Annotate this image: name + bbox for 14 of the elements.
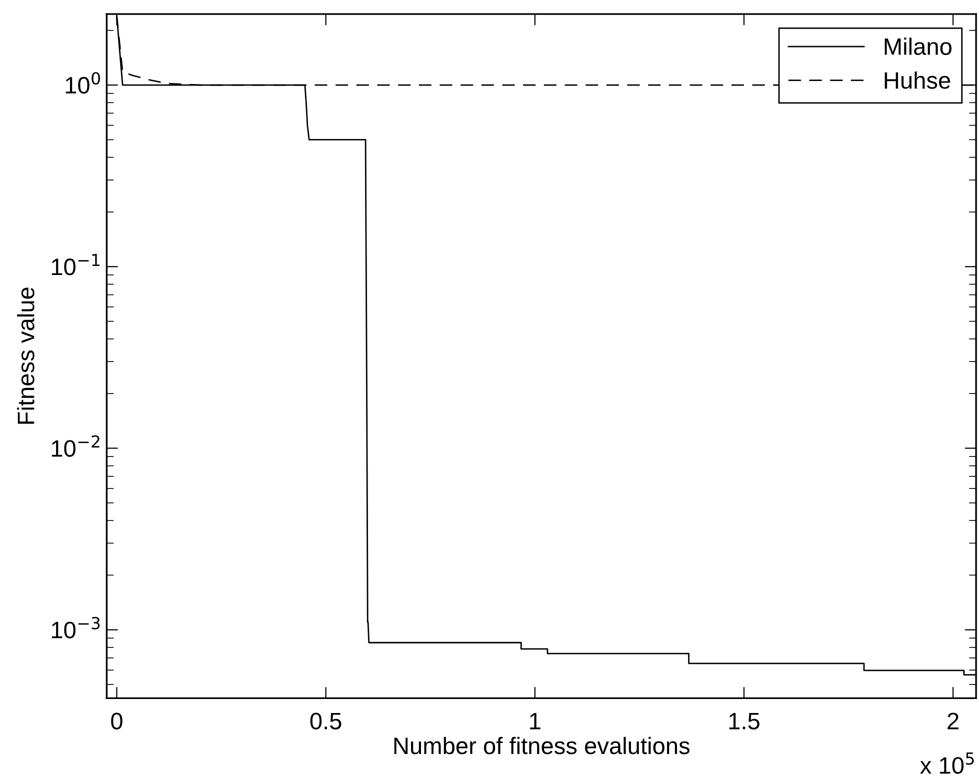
x-tick-label: 0 — [111, 712, 122, 730]
x-tick-label: 2 — [948, 712, 958, 730]
y-tick-label: 10$^{−2}$ — [52, 435, 100, 457]
y-tick-label: 10$^{−3}$ — [52, 616, 100, 638]
x-tick-label: 1 — [530, 712, 540, 730]
x-axis-title: Number of fitness evalutions — [394, 736, 690, 754]
legend-label: Milano — [884, 38, 952, 56]
y-tick-label: 10$^{−1}$ — [52, 254, 100, 276]
x-tick-label: 1.5 — [729, 712, 760, 730]
x-tick-label: 0.5 — [310, 712, 342, 730]
y-axis-title: Fitness value — [17, 288, 34, 424]
legend-label: Huhse — [884, 71, 950, 89]
y-tick-label: 10$^{0}$ — [66, 72, 100, 94]
text: x 10$^{5}$ — [920, 752, 974, 774]
